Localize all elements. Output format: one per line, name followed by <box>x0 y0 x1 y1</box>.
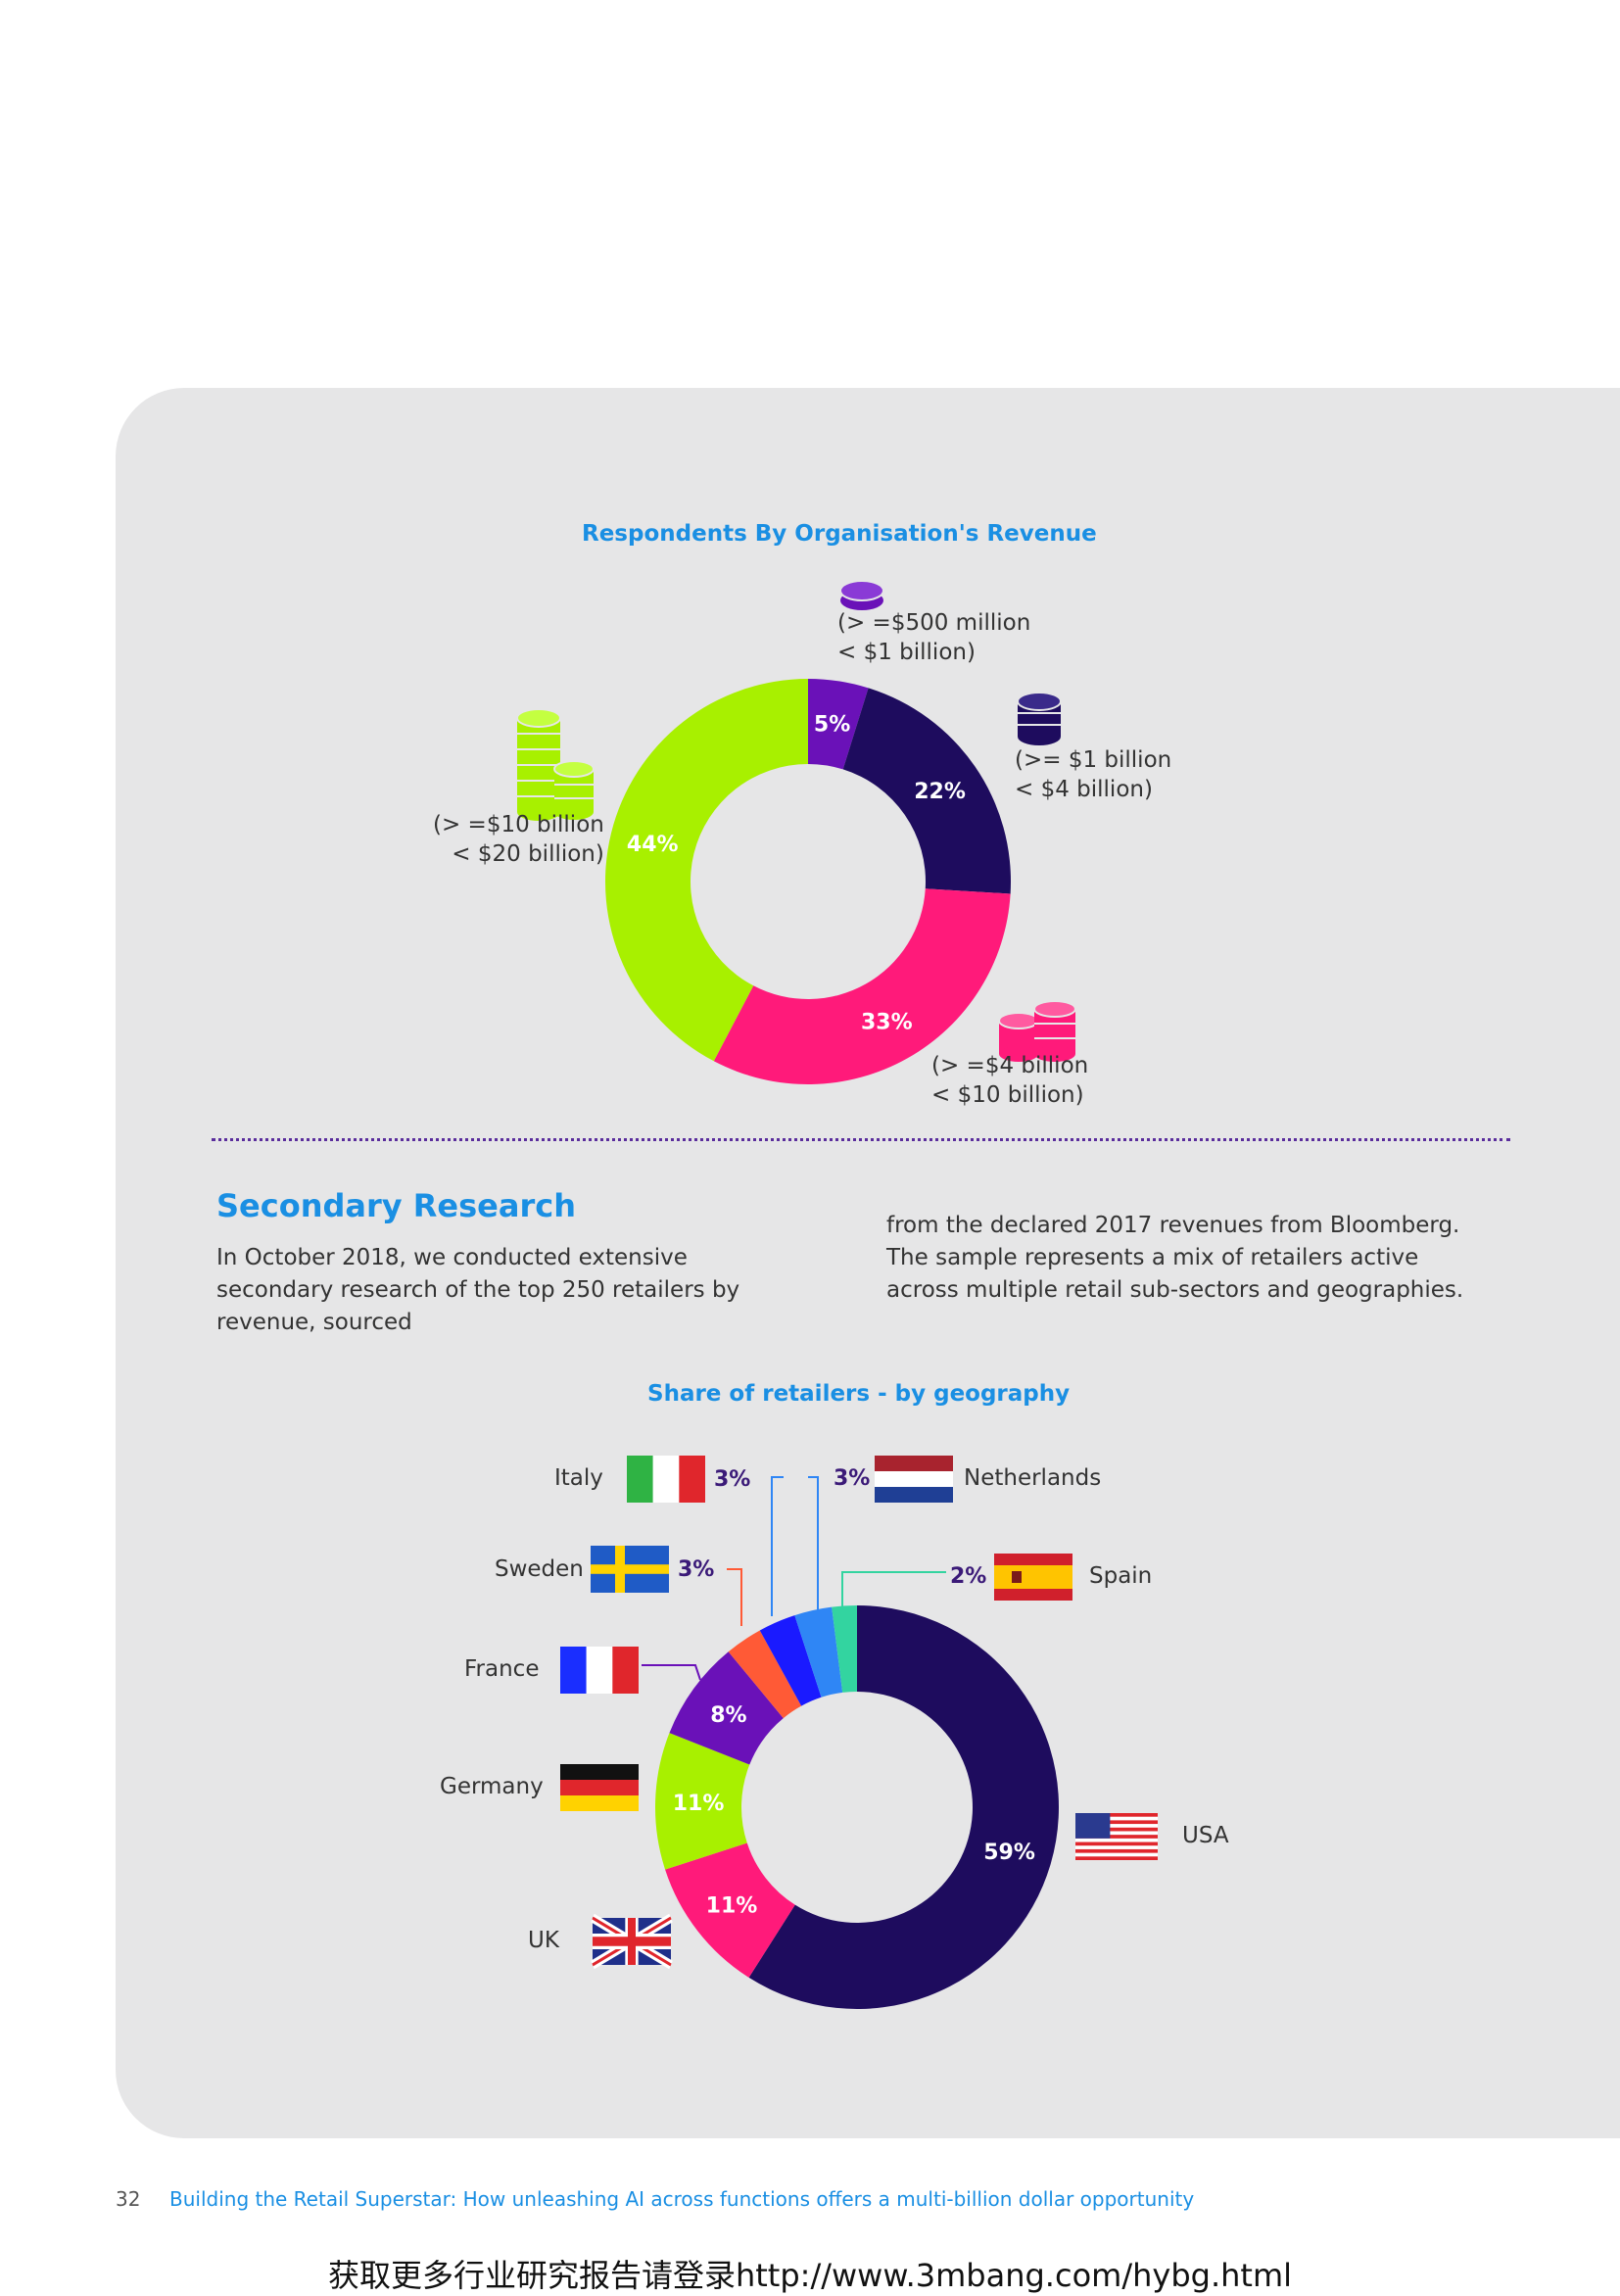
revenue-label-10b-20b: (> =$10 billion < $20 billion) <box>433 812 604 867</box>
pct-label-italy: 3% <box>714 1467 751 1492</box>
section-divider <box>212 1138 1510 1141</box>
country-label-germany: Germany <box>440 1774 544 1799</box>
page-number: 32 <box>116 2187 141 2211</box>
revenue-chart-title: Respondents By Organisation's Revenue <box>582 521 1097 547</box>
watermark-text: 获取更多行业研究报告请登录http://www.3mbang.com/hybg.… <box>327 2257 1293 2294</box>
country-label-france: France <box>464 1656 540 1682</box>
uk-flag-icon <box>591 1913 673 1970</box>
country-label-usa: USA <box>1182 1823 1229 1848</box>
country-label-sweden: Sweden <box>495 1556 584 1582</box>
pct-label-spain: 2% <box>950 1564 987 1589</box>
body-column-2: from the declared 2017 revenues from Blo… <box>886 1213 1464 1303</box>
body-column-1: In October 2018, we conducted extensive … <box>216 1245 740 1335</box>
footer-title: Building the Retail Superstar: How unlea… <box>169 2187 1195 2211</box>
pct-label-netherlands: 3% <box>834 1466 871 1491</box>
revenue-label-500m-1b: (> =$500 million < $1 billion) <box>837 610 1031 665</box>
france-flag-icon <box>560 1647 639 1694</box>
country-label-uk: UK <box>528 1928 559 1953</box>
country-label-spain: Spain <box>1089 1563 1153 1589</box>
country-label-italy: Italy <box>554 1465 603 1491</box>
spain-flag-icon <box>994 1554 1072 1601</box>
pct-label-sweden: 3% <box>678 1557 715 1582</box>
italy-flag-icon <box>627 1456 705 1503</box>
revenue-label-1b-4b: (>= $1 billion < $4 billion) <box>1015 747 1172 802</box>
sweden-flag-icon <box>591 1546 669 1593</box>
netherlands-flag-icon <box>875 1456 953 1503</box>
germany-flag-icon <box>560 1764 639 1811</box>
country-label-netherlands: Netherlands <box>964 1465 1102 1491</box>
geo-chart-title: Share of retailers - by geography <box>647 1381 1071 1407</box>
revenue-label-4b-10b: (> =$4 billion < $10 billion) <box>931 1053 1089 1108</box>
usa-flag-icon <box>1075 1813 1158 1860</box>
section-title: Secondary Research <box>216 1187 576 1224</box>
